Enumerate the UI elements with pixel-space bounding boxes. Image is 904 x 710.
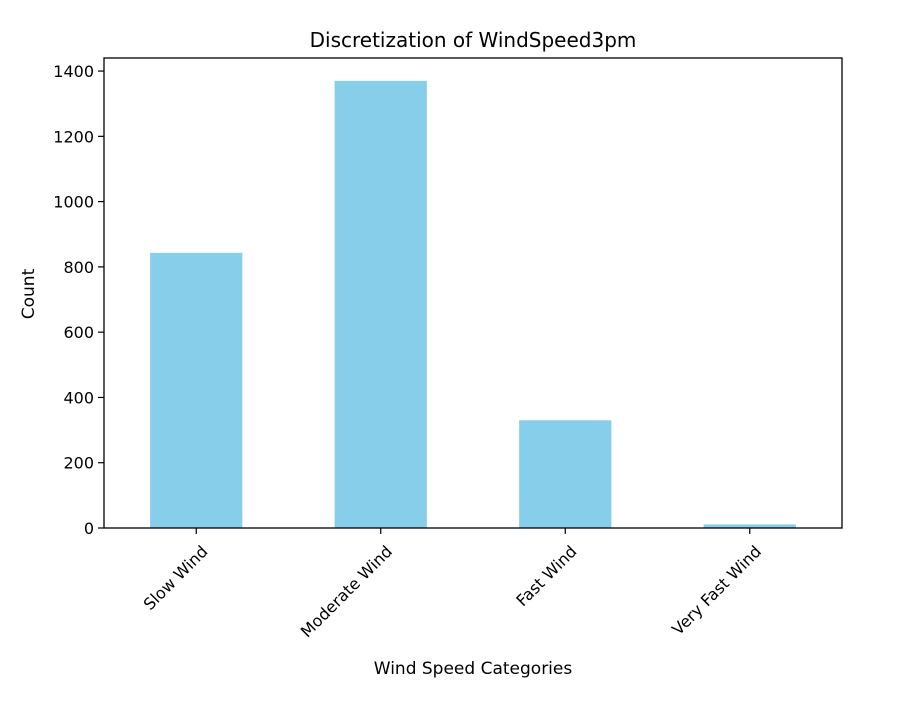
plot-frame bbox=[103, 57, 843, 529]
chart-title: Discretization of WindSpeed3pm bbox=[310, 28, 637, 52]
y-tick-label: 1000 bbox=[53, 193, 94, 212]
x-axis-label: Wind Speed Categories bbox=[374, 659, 573, 679]
x-tick-label: Very Fast Wind bbox=[668, 542, 765, 639]
y-tick-label: 600 bbox=[63, 323, 94, 342]
x-tick-label: Slow Wind bbox=[140, 542, 212, 614]
y-tick-label: 400 bbox=[63, 388, 94, 407]
axes-layer bbox=[103, 57, 843, 529]
bar-moderate-wind bbox=[334, 80, 427, 528]
x-tick-label: Moderate Wind bbox=[297, 542, 396, 641]
y-tick-label: 0 bbox=[84, 519, 94, 538]
y-tick-label: 1400 bbox=[53, 62, 94, 81]
x-tick-label: Fast Wind bbox=[512, 542, 580, 610]
y-tick-label: 200 bbox=[63, 454, 94, 473]
bar-very-fast-wind bbox=[703, 524, 796, 528]
bars-layer bbox=[150, 80, 796, 528]
y-tick-label: 800 bbox=[63, 258, 94, 277]
y-axis-label: Count bbox=[19, 268, 39, 319]
bar-fast-wind bbox=[519, 420, 612, 528]
bar-slow-wind bbox=[150, 252, 243, 528]
y-tick-label: 1200 bbox=[53, 127, 94, 146]
